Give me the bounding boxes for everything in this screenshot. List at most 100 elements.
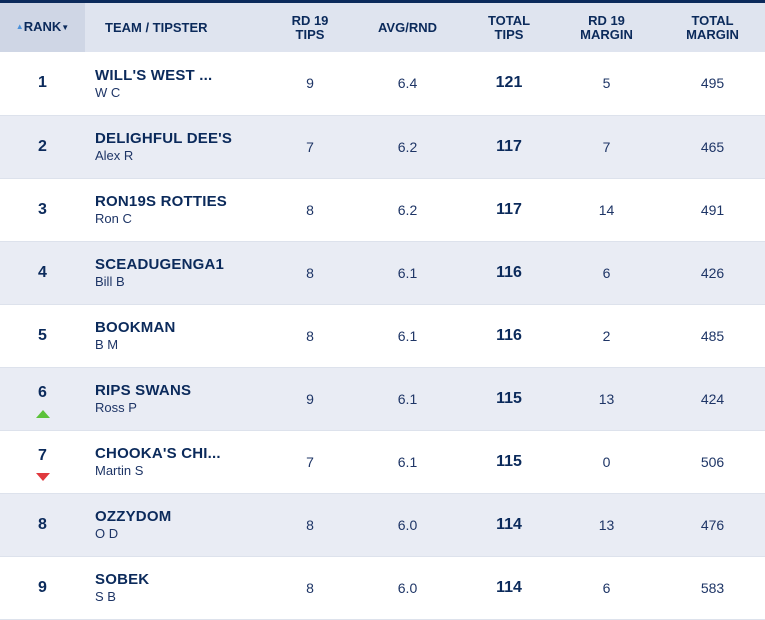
- avg-cell: 6.0: [350, 556, 465, 620]
- sort-down-icon: ▼: [61, 23, 70, 32]
- rank-value: 3: [38, 200, 47, 218]
- rd-tips-cell: 9: [270, 52, 350, 116]
- rank-value: 2: [38, 137, 47, 155]
- rd-margin-cell: 0: [553, 430, 660, 494]
- total-margin-cell: 476: [660, 493, 765, 557]
- tipster-name: O D: [95, 526, 119, 541]
- rd-tips-cell: 8: [270, 241, 350, 305]
- table-row[interactable]: 3 RON19S ROTTIES Ron C 8 6.2 117 14 491: [0, 178, 765, 242]
- team-cell[interactable]: CHOOKA'S CHI... Martin S: [85, 430, 270, 494]
- total-margin-cell: 495: [660, 52, 765, 116]
- team-cell[interactable]: RIPS SWANS Ross P: [85, 367, 270, 431]
- rank-value: 7: [38, 447, 47, 464]
- rd-margin-cell: 6: [553, 556, 660, 620]
- rd-tips-cell: 9: [270, 367, 350, 431]
- table-row[interactable]: 4 SCEADUGENGA1 Bill B 8 6.1 116 6 426: [0, 241, 765, 305]
- rd-tips-column-header[interactable]: RD 19 TIPS: [270, 3, 350, 52]
- avg-cell: 6.2: [350, 115, 465, 179]
- table-row[interactable]: 9 SOBEK S B 8 6.0 114 6 583: [0, 556, 765, 620]
- tipster-name: Alex R: [95, 148, 134, 163]
- rank-header-label: RANK: [23, 19, 62, 34]
- rd-margin-cell: 7: [553, 115, 660, 179]
- total-tips-cell: 121: [465, 52, 553, 116]
- team-name[interactable]: WILL'S WEST ...: [95, 66, 213, 84]
- rd-tips-cell: 7: [270, 430, 350, 494]
- table-row[interactable]: 8 OZZYDOM O D 8 6.0 114 13 476: [0, 493, 765, 557]
- team-cell[interactable]: DELIGHFUL DEE'S Alex R: [85, 115, 270, 179]
- table-row[interactable]: 7 CHOOKA'S CHI... Martin S 7 6.1 115 0 506: [0, 430, 765, 494]
- total-margin-cell: 426: [660, 241, 765, 305]
- total-tips-cell: 114: [465, 556, 553, 620]
- rank-value: 9: [38, 578, 47, 596]
- leaderboard-table: ▲RANK▼ TEAM / TIPSTER RD 19 TIPS AVG/RND…: [0, 3, 765, 620]
- avg-header-label: AVG/RND: [378, 19, 437, 35]
- team-column-header[interactable]: TEAM / TIPSTER: [85, 3, 270, 52]
- avg-cell: 6.0: [350, 493, 465, 557]
- team-name[interactable]: CHOOKA'S CHI...: [95, 445, 221, 462]
- team-name[interactable]: RON19S ROTTIES: [95, 193, 227, 210]
- rank-value: 6: [38, 384, 47, 401]
- rd-tips-header-line1: RD 19: [291, 12, 329, 28]
- rd-tips-header-line2: TIPS: [295, 26, 325, 42]
- leaderboard-body: 1 WILL'S WEST ... W C 9 6.4 121 5 495 2 DELIGHFUL…: [0, 52, 765, 620]
- total-margin-header-line1: TOTAL: [691, 12, 734, 28]
- avg-column-header[interactable]: AVG/RND: [350, 3, 465, 52]
- rank-up-icon: [35, 410, 50, 418]
- rank-down-icon: [35, 473, 50, 481]
- rd-margin-column-header[interactable]: RD 19 MARGIN: [553, 3, 660, 52]
- rank-value: 1: [38, 74, 47, 92]
- rank-cell: 3: [0, 178, 85, 242]
- rank-cell: 2: [0, 115, 85, 179]
- tipster-name: Ron C: [95, 211, 132, 226]
- rd-margin-cell: 6: [553, 241, 660, 305]
- tipster-name: Ross P: [95, 400, 137, 415]
- header-row: ▲RANK▼ TEAM / TIPSTER RD 19 TIPS AVG/RND…: [0, 3, 765, 52]
- tipster-name: W C: [95, 84, 121, 100]
- total-tips-cell: 117: [465, 115, 553, 179]
- rd-tips-cell: 8: [270, 493, 350, 557]
- team-header-label: TEAM / TIPSTER: [105, 19, 208, 35]
- total-margin-cell: 465: [660, 115, 765, 179]
- rank-cell: 6: [0, 367, 85, 431]
- team-name[interactable]: SOBEK: [95, 571, 150, 588]
- rd-margin-cell: 2: [553, 304, 660, 368]
- total-margin-cell: 506: [660, 430, 765, 494]
- team-cell[interactable]: BOOKMAN B M: [85, 304, 270, 368]
- team-cell[interactable]: RON19S ROTTIES Ron C: [85, 178, 270, 242]
- total-tips-cell: 116: [465, 304, 553, 368]
- team-name[interactable]: SCEADUGENGA1: [95, 256, 225, 273]
- rank-value: 4: [38, 263, 47, 281]
- team-cell[interactable]: SOBEK S B: [85, 556, 270, 620]
- rank-cell: 9: [0, 556, 85, 620]
- team-name[interactable]: RIPS SWANS: [95, 382, 192, 399]
- table-row[interactable]: 2 DELIGHFUL DEE'S Alex R 7 6.2 117 7 465: [0, 115, 765, 179]
- team-name[interactable]: BOOKMAN: [95, 319, 176, 336]
- table-row[interactable]: 1 WILL'S WEST ... W C 9 6.4 121 5 495: [0, 52, 765, 116]
- rank-cell: 8: [0, 493, 85, 557]
- total-tips-cell: 117: [465, 178, 553, 242]
- team-name[interactable]: DELIGHFUL DEE'S: [95, 130, 233, 147]
- rd-tips-cell: 8: [270, 304, 350, 368]
- total-tips-cell: 115: [465, 430, 553, 494]
- rank-value: 5: [38, 326, 47, 344]
- total-margin-cell: 491: [660, 178, 765, 242]
- rank-cell: 5: [0, 304, 85, 368]
- rd-margin-header-line2: MARGIN: [580, 26, 633, 42]
- rank-column-header[interactable]: ▲RANK▼: [0, 3, 85, 52]
- team-name[interactable]: OZZYDOM: [95, 508, 172, 525]
- total-tips-cell: 115: [465, 367, 553, 431]
- total-margin-column-header[interactable]: TOTAL MARGIN: [660, 3, 765, 52]
- rd-margin-cell: 14: [553, 178, 660, 242]
- tipster-name: Martin S: [95, 463, 144, 478]
- rd-tips-cell: 8: [270, 178, 350, 242]
- avg-cell: 6.2: [350, 178, 465, 242]
- team-cell[interactable]: WILL'S WEST ... W C: [85, 52, 270, 116]
- total-tips-column-header[interactable]: TOTAL TIPS: [465, 3, 553, 52]
- tipster-name: S B: [95, 589, 116, 604]
- rd-tips-cell: 8: [270, 556, 350, 620]
- table-row[interactable]: 6 RIPS SWANS Ross P 9 6.1 115 13 424: [0, 367, 765, 431]
- team-cell[interactable]: OZZYDOM O D: [85, 493, 270, 557]
- table-row[interactable]: 5 BOOKMAN B M 8 6.1 116 2 485: [0, 304, 765, 368]
- total-margin-header-line2: MARGIN: [686, 26, 739, 42]
- team-cell[interactable]: SCEADUGENGA1 Bill B: [85, 241, 270, 305]
